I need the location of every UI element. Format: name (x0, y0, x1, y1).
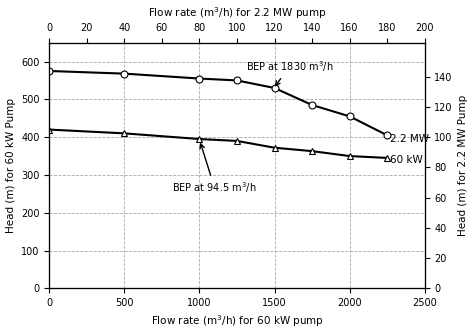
Text: BEP at 1830 m$^3$/h: BEP at 1830 m$^3$/h (246, 59, 334, 86)
Y-axis label: Head (m) for 60 kW Pump: Head (m) for 60 kW Pump (6, 98, 16, 233)
Text: 2.2 MW: 2.2 MW (390, 134, 429, 144)
X-axis label: Flow rate (m$^3$/h) for 2.2 MW pump: Flow rate (m$^3$/h) for 2.2 MW pump (148, 6, 326, 21)
Text: BEP at 94.5 m$^3$/h: BEP at 94.5 m$^3$/h (173, 144, 257, 195)
Text: 60 kW: 60 kW (390, 155, 423, 165)
X-axis label: Flow rate (m$^3$/h) for 60 kW pump: Flow rate (m$^3$/h) for 60 kW pump (151, 314, 323, 329)
Y-axis label: Head (m) for 2.2 MW Pump: Head (m) for 2.2 MW Pump (458, 95, 468, 236)
